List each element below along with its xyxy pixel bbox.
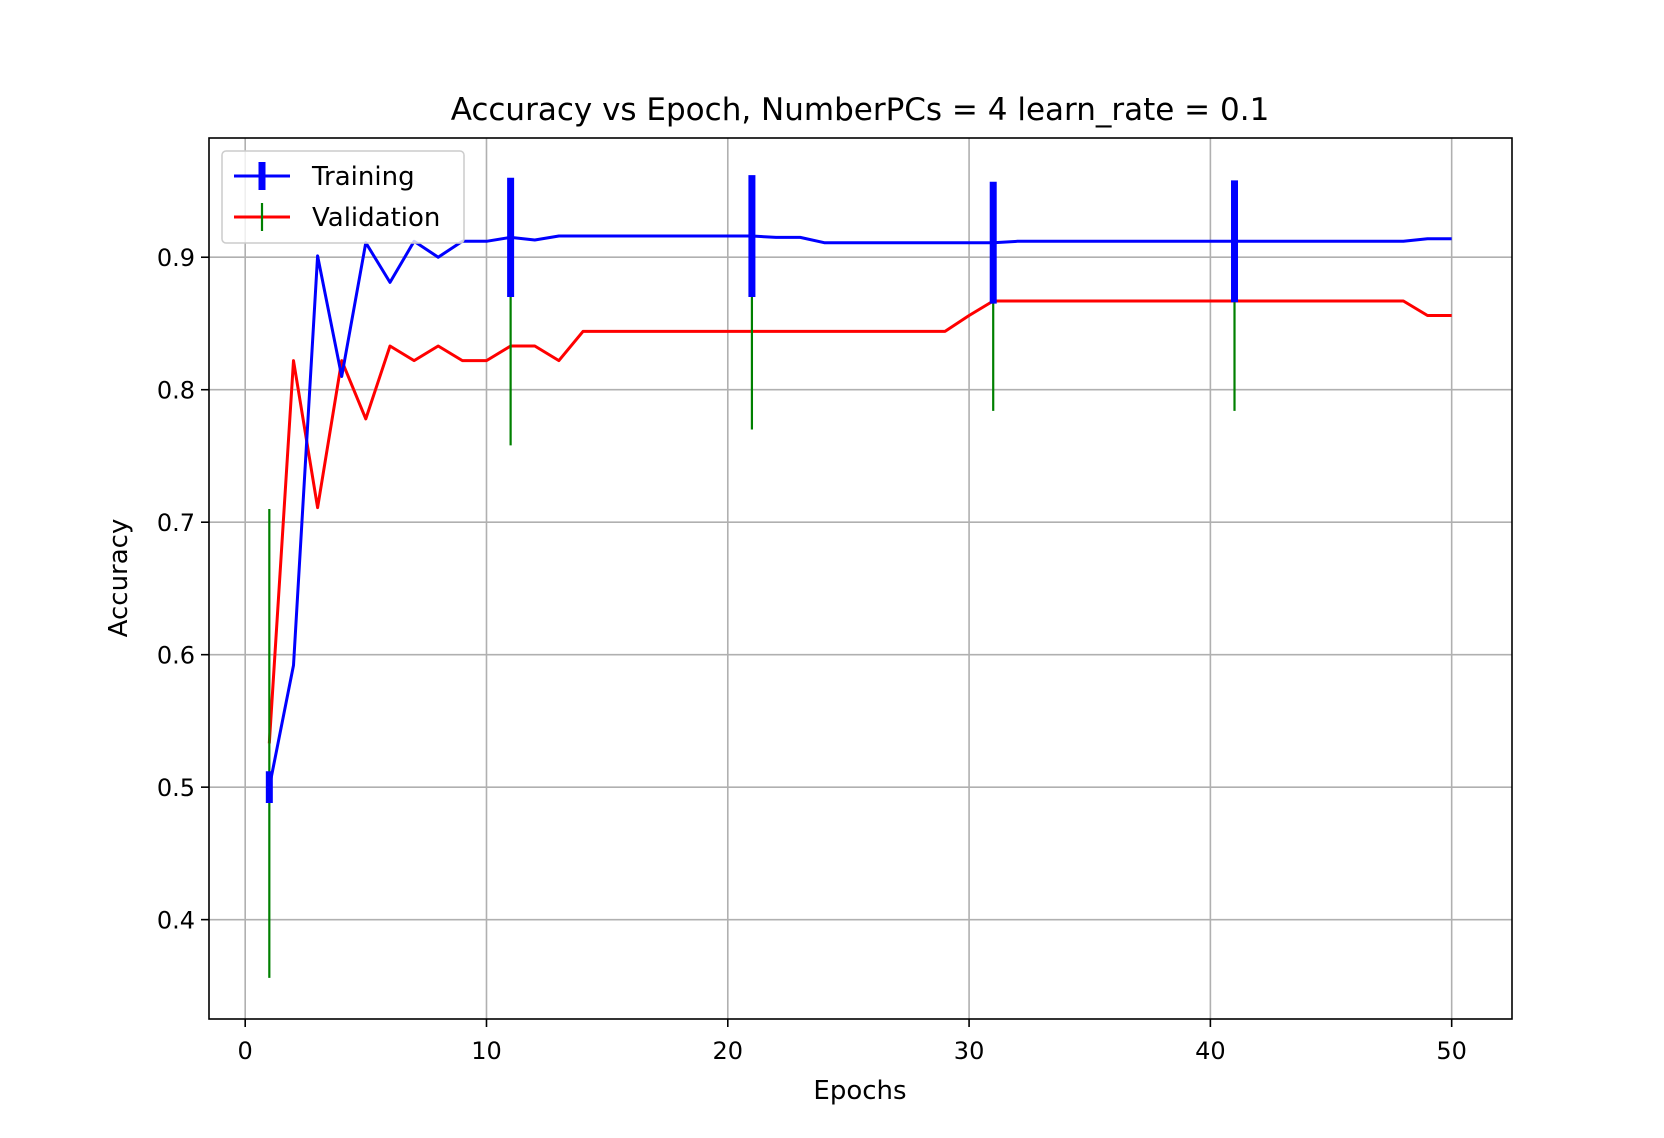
x-axis-label: Epochs — [813, 1076, 906, 1106]
training-line — [267, 234, 1452, 788]
legend-label-validation: Validation — [312, 203, 440, 233]
validation-line — [267, 299, 1452, 744]
y-tick-label: 0.4 — [157, 907, 195, 935]
legend-label-training: Training — [311, 162, 415, 192]
x-tick-label: 0 — [238, 1037, 253, 1065]
y-tick-label: 0.7 — [157, 509, 195, 537]
x-tick-label: 20 — [713, 1037, 744, 1065]
training-series — [265, 175, 1452, 804]
x-tick-label: 30 — [954, 1037, 985, 1065]
chart-title: Accuracy vs Epoch, NumberPCs = 4 learn_r… — [451, 92, 1270, 128]
x-tick-label: 40 — [1195, 1037, 1226, 1065]
y-tick-label: 0.8 — [157, 377, 195, 405]
x-tick-label: 10 — [471, 1037, 502, 1065]
plot-series — [265, 175, 1452, 978]
legend-box — [221, 150, 465, 244]
y-axis-label: Accuracy — [104, 519, 134, 638]
grid — [209, 138, 1512, 1019]
y-tick-label: 0.6 — [157, 642, 195, 670]
y-tick-label: 0.9 — [157, 244, 195, 272]
legend-entry-validation: Validation — [234, 203, 440, 233]
legend-entry-training: Training — [234, 162, 415, 192]
axis-ticks: 0 10 20 30 40 50 0.4 0.5 0.6 0.7 0.8 0.9 — [157, 244, 1467, 1065]
y-tick-label: 0.5 — [157, 774, 195, 802]
x-tick-label: 50 — [1436, 1037, 1467, 1065]
plot-frame — [208, 137, 1513, 1020]
validation-series — [267, 190, 1452, 978]
legend: Training Validation — [221, 150, 465, 244]
